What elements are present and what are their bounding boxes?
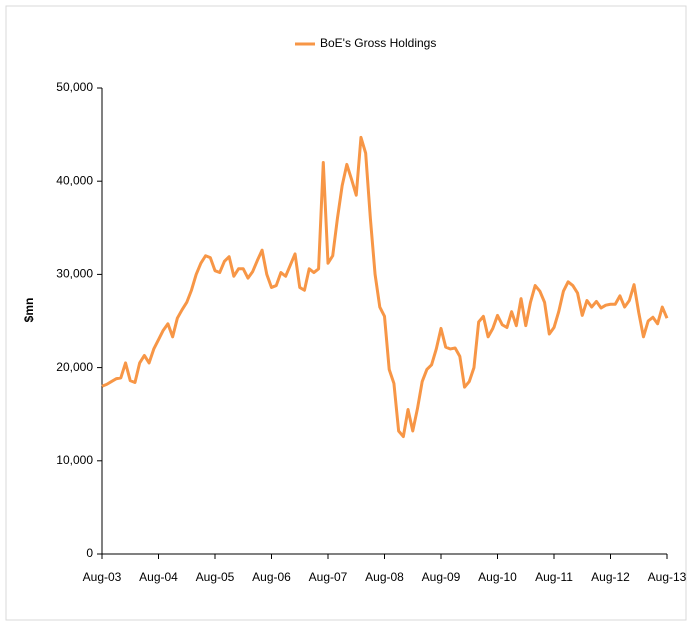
x-tick-label: Aug-08 — [365, 570, 404, 584]
x-tick-label: Aug-06 — [252, 570, 291, 584]
y-tick-label: 30,000 — [56, 267, 93, 281]
x-tick-label: Aug-10 — [478, 570, 517, 584]
x-tick-label: Aug-13 — [648, 570, 687, 584]
y-axis-label: $mn — [22, 298, 36, 323]
legend-label: BoE's Gross Holdings — [320, 36, 436, 50]
x-tick-label: Aug-03 — [83, 570, 122, 584]
x-tick-label: Aug-05 — [196, 570, 235, 584]
x-tick-label: Aug-04 — [139, 570, 178, 584]
y-tick-label: 20,000 — [56, 360, 93, 374]
chart-border — [5, 5, 687, 621]
x-tick-label: Aug-12 — [591, 570, 630, 584]
y-tick-label: 50,000 — [56, 80, 93, 94]
y-tick-label: 10,000 — [56, 453, 93, 467]
data-line — [101, 135, 669, 439]
y-tick-label: 0 — [86, 546, 93, 560]
x-tick-label: Aug-11 — [535, 570, 573, 584]
x-tick-label: Aug-09 — [422, 570, 461, 584]
x-tick-label: Aug-07 — [309, 570, 348, 584]
y-tick-label: 40,000 — [56, 173, 93, 187]
